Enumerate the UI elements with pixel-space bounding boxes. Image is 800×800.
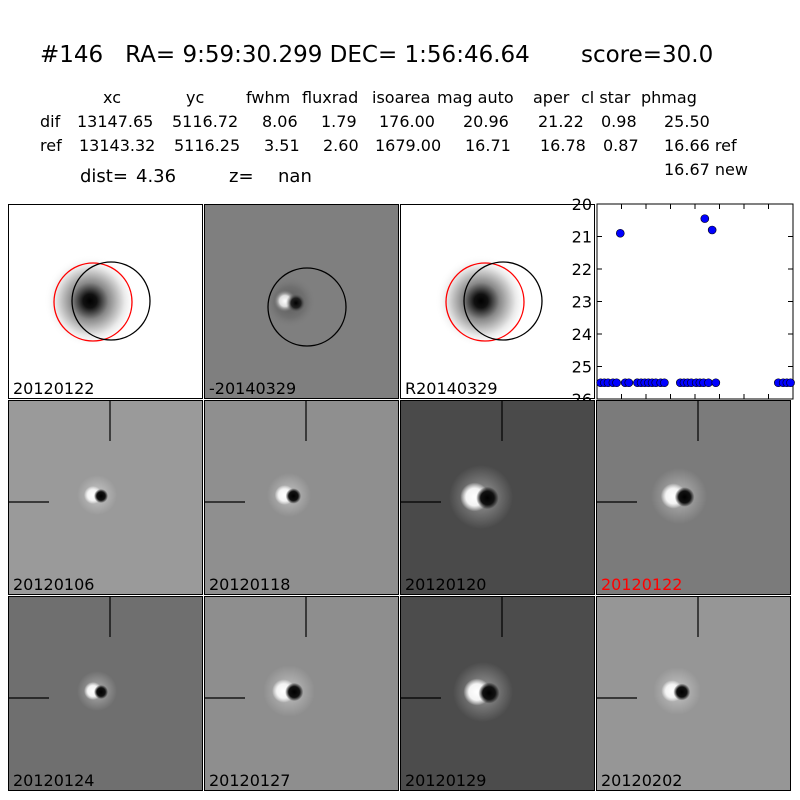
plot-frame xyxy=(596,203,794,400)
y-tick-label: 26 xyxy=(572,390,592,402)
panel-label: 20120120 xyxy=(405,575,487,594)
y-tick-label: 21 xyxy=(572,228,592,247)
stamp-epoch: 20120127 xyxy=(204,596,399,791)
data-point xyxy=(660,378,669,388)
cell: 25.50 xyxy=(664,112,710,131)
data-point xyxy=(624,378,634,388)
cell: 16.78 xyxy=(540,136,586,155)
dist-label: dist= xyxy=(80,166,128,187)
col-header-aper: aper xyxy=(533,88,570,107)
source-blob xyxy=(44,255,136,347)
ref-circle xyxy=(445,262,525,342)
cell: 176.00 xyxy=(379,112,435,131)
cell: 5116.25 xyxy=(174,136,241,155)
stamp-epoch: 20120106 xyxy=(8,400,203,595)
panel-label: 20120202 xyxy=(601,771,683,790)
col-header-phmag: phmag xyxy=(641,88,697,107)
row-label-ref: ref xyxy=(40,136,62,155)
phmag-new: 16.67 new xyxy=(664,160,748,179)
data-point xyxy=(707,225,717,235)
cell: 21.22 xyxy=(538,112,584,131)
row-label-dif: dif xyxy=(40,112,61,131)
stamp-epoch: 20120202 xyxy=(596,596,791,791)
y-tick-label: 25 xyxy=(572,358,592,377)
panel-label: 20120129 xyxy=(405,771,487,790)
data-point xyxy=(700,214,710,223)
cell: 0.98 xyxy=(601,112,637,131)
cell: 20.96 xyxy=(463,112,509,131)
cell: 0.87 xyxy=(603,136,639,155)
panel-label: 20120106 xyxy=(13,575,95,594)
data-point xyxy=(615,228,625,238)
dist-value: 4.36 xyxy=(136,166,177,187)
page-title: #146 RA= 9:59:30.299 DEC= 1:56:46.64 sco… xyxy=(40,42,714,68)
stamp-epoch: 20120118 xyxy=(204,400,399,595)
stamp-epoch: 20120129 xyxy=(400,596,595,791)
det-circle xyxy=(267,267,347,347)
cell: 2.60 xyxy=(323,136,359,155)
panel-label: 20120122 xyxy=(13,379,95,398)
col-header-mag-auto: mag auto xyxy=(437,88,514,107)
cell: 16.66 ref xyxy=(664,136,737,155)
y-tick-label: 24 xyxy=(572,325,592,344)
panel-label: 20120127 xyxy=(209,771,291,790)
cell: 16.71 xyxy=(465,136,511,155)
stamp-ref: R20140329 xyxy=(400,204,595,399)
y-tick-label: 20 xyxy=(572,195,592,214)
y-tick-label: 22 xyxy=(572,260,592,279)
data-point xyxy=(704,378,713,388)
cell: 1679.00 xyxy=(375,136,442,155)
z-value: nan xyxy=(278,166,312,187)
cell: 8.06 xyxy=(262,112,298,131)
det-circle xyxy=(71,261,151,341)
z-label: z= xyxy=(229,166,254,187)
panel-label: 20120122 xyxy=(601,575,683,594)
col-header-yc: yc xyxy=(186,88,205,107)
data-point xyxy=(786,378,795,388)
det-circle xyxy=(463,261,543,341)
col-header-isoarea: isoarea xyxy=(372,88,431,107)
data-point xyxy=(612,378,621,388)
cell: 13147.65 xyxy=(77,112,154,131)
col-header-fluxrad: fluxrad xyxy=(302,88,359,107)
ref-circle xyxy=(53,262,133,342)
cell: 3.51 xyxy=(264,136,300,155)
panel-label: 20120118 xyxy=(209,575,291,594)
cell: 1.79 xyxy=(321,112,357,131)
col-header-fwhm: fwhm xyxy=(246,88,291,107)
panel-label: -20140329 xyxy=(209,379,297,398)
col-header-xc: xc xyxy=(103,88,121,107)
data-point xyxy=(711,378,721,388)
col-header-cl-star: cl star xyxy=(581,88,631,107)
cell: 13143.32 xyxy=(79,136,156,155)
panel-label: 20120124 xyxy=(13,771,95,790)
y-tick-label: 23 xyxy=(572,293,592,312)
stamp-epoch: 20120124 xyxy=(8,596,203,791)
stamp-diff: -20140329 xyxy=(204,204,399,399)
cell: 5116.72 xyxy=(172,112,239,131)
stamp-epoch: 20120120 xyxy=(400,400,595,595)
stamp-new: 20120122 xyxy=(8,204,203,399)
stamp-epoch: 20120122 xyxy=(596,400,791,595)
panel-label: R20140329 xyxy=(405,379,498,398)
